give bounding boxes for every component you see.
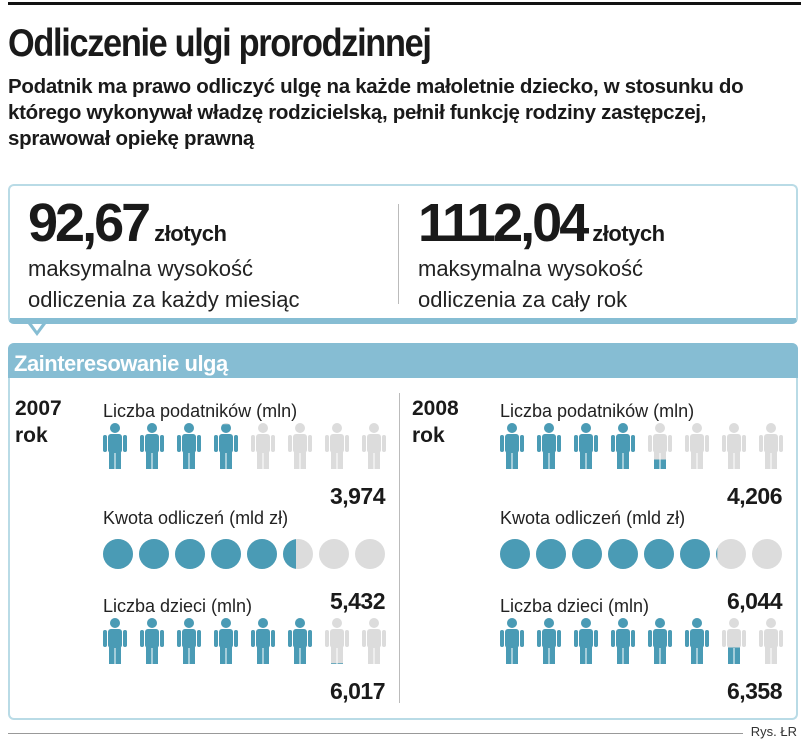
person-icon bbox=[177, 618, 201, 664]
year-label: 2007 rok bbox=[15, 395, 62, 449]
person-icon bbox=[362, 423, 386, 469]
coin-icon bbox=[283, 539, 313, 569]
pictogram-row bbox=[500, 618, 796, 664]
person-icon bbox=[611, 618, 635, 664]
person-icon bbox=[214, 423, 238, 469]
person-icon bbox=[500, 618, 524, 664]
person-icon bbox=[251, 618, 275, 664]
person-icon bbox=[537, 618, 561, 664]
metric-label: Liczba podatników (mln) bbox=[103, 401, 298, 421]
coin-icon bbox=[355, 539, 385, 569]
metric-value: 6,017 bbox=[329, 678, 386, 704]
metric-label: Liczba dzieci (mln) bbox=[103, 596, 253, 616]
summary-box: 92,67 złotych maksymalna wysokość odlicze… bbox=[8, 184, 798, 324]
stat-monthly: 92,67 złotych maksymalna wysokość odlicze… bbox=[28, 194, 299, 314]
coin-icon bbox=[608, 539, 638, 569]
stat-desc: odliczenia za cały rok bbox=[418, 287, 628, 312]
person-icon bbox=[103, 618, 127, 664]
stat-unit: złotych bbox=[592, 221, 665, 246]
coin-icon bbox=[536, 539, 566, 569]
stat-value: 92,67 bbox=[28, 193, 151, 253]
coin-icon bbox=[500, 539, 530, 569]
person-icon bbox=[288, 423, 312, 469]
year: 2007 bbox=[15, 397, 62, 420]
person-icon bbox=[722, 618, 746, 664]
pointer-arrow bbox=[28, 324, 46, 336]
person-icon bbox=[648, 618, 672, 664]
metric-value: 6,358 bbox=[726, 678, 783, 704]
person-icon bbox=[140, 423, 164, 469]
stat-unit: złotych bbox=[154, 221, 227, 246]
divider bbox=[399, 393, 400, 703]
top-rule bbox=[8, 2, 801, 5]
stat-desc: odliczenia za każdy miesiąc bbox=[28, 287, 300, 312]
year: 2008 bbox=[412, 397, 459, 420]
person-icon bbox=[574, 423, 598, 469]
person-icon bbox=[537, 423, 561, 469]
stat-yearly: 1112,04 złotych maksymalna wysokość odlic… bbox=[418, 194, 665, 314]
person-icon bbox=[685, 423, 709, 469]
metric-value: 4,206 bbox=[726, 483, 783, 509]
stat-desc: maksymalna wysokość bbox=[28, 256, 253, 281]
coin-icon bbox=[680, 539, 710, 569]
coin-icon bbox=[319, 539, 349, 569]
bottom-rule bbox=[8, 733, 743, 734]
person-icon bbox=[177, 423, 201, 469]
coin-icon bbox=[572, 539, 602, 569]
coin-icon bbox=[644, 539, 674, 569]
metric-value: 6,044 bbox=[726, 588, 783, 614]
page-title: Odliczenie ulgi prorodzinnej bbox=[8, 22, 432, 65]
pictogram-row bbox=[500, 539, 788, 569]
metric-value: 3,974 bbox=[329, 483, 386, 509]
coin-icon bbox=[211, 539, 241, 569]
section-title: Zainteresowanie ulgą bbox=[8, 343, 798, 378]
person-icon bbox=[722, 423, 746, 469]
person-icon bbox=[574, 618, 598, 664]
metric-label: Liczba podatników (mln) bbox=[500, 401, 695, 421]
person-icon bbox=[362, 618, 386, 664]
stat-desc: maksymalna wysokość bbox=[418, 256, 643, 281]
coin-icon bbox=[175, 539, 205, 569]
coin-icon bbox=[139, 539, 169, 569]
pictogram-row bbox=[500, 423, 796, 469]
person-icon bbox=[325, 618, 349, 664]
year-column-2008: 2008 rok Liczba podatników (mln) 4,206 Kwota… bbox=[407, 383, 792, 713]
person-icon bbox=[251, 423, 275, 469]
year-suffix: rok bbox=[15, 424, 48, 447]
coin-icon bbox=[247, 539, 277, 569]
coin-icon bbox=[103, 539, 133, 569]
metric-label: Kwota odliczeń (mld zł) bbox=[500, 508, 686, 528]
person-icon bbox=[759, 423, 783, 469]
year-column-2007: 2007 rok Liczba podatników (mln) 3,974 Kwota… bbox=[10, 383, 395, 713]
person-icon bbox=[685, 618, 709, 664]
metric-label: Liczba dzieci (mln) bbox=[500, 596, 650, 616]
interest-section: Zainteresowanie ulgą 2007 rok Liczba podat… bbox=[8, 343, 798, 720]
person-icon bbox=[325, 423, 349, 469]
credit: Rys. ŁR bbox=[750, 724, 797, 739]
subtitle: Podatnik ma prawo odliczyć ulgę na każde… bbox=[8, 75, 744, 150]
person-icon bbox=[648, 423, 672, 469]
person-icon bbox=[214, 618, 238, 664]
pictogram-row bbox=[103, 539, 391, 569]
stat-value: 1112,04 bbox=[418, 193, 589, 253]
person-icon bbox=[500, 423, 524, 469]
year-label: 2008 rok bbox=[412, 395, 459, 449]
coin-icon bbox=[716, 539, 746, 569]
person-icon bbox=[611, 423, 635, 469]
coin-icon bbox=[752, 539, 782, 569]
person-icon bbox=[103, 423, 127, 469]
person-icon bbox=[288, 618, 312, 664]
pictogram-row bbox=[103, 618, 399, 664]
pictogram-row bbox=[103, 423, 399, 469]
metric-value: 5,432 bbox=[329, 588, 386, 614]
divider bbox=[398, 204, 399, 304]
person-icon bbox=[140, 618, 164, 664]
metric-label: Kwota odliczeń (mld zł) bbox=[103, 508, 289, 528]
year-suffix: rok bbox=[412, 424, 445, 447]
person-icon bbox=[759, 618, 783, 664]
